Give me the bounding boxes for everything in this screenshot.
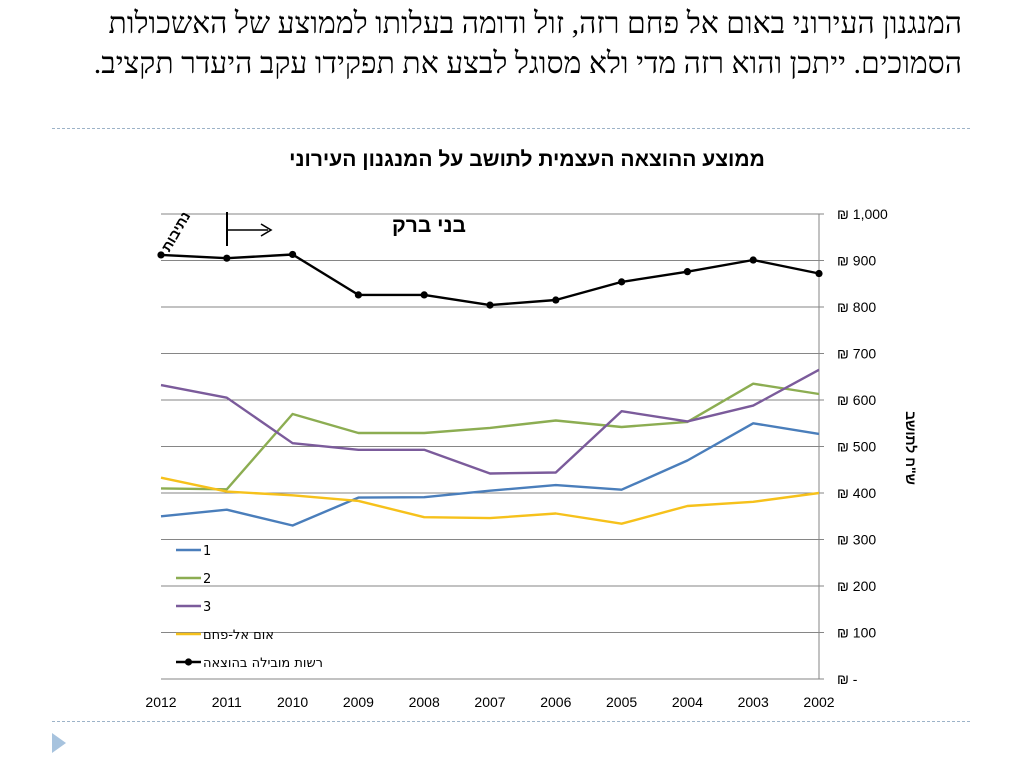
- legend-label: 2: [203, 572, 211, 587]
- series-2: [160, 382, 820, 491]
- next-slide-arrow-icon[interactable]: [52, 733, 66, 753]
- legend-label: 3: [203, 600, 211, 615]
- series-line: [160, 253, 820, 307]
- data-point: [618, 278, 626, 286]
- bottom-divider: [52, 721, 970, 722]
- data-point: [223, 254, 231, 262]
- x-tick-label: 2005: [606, 694, 637, 710]
- series-line: [160, 422, 820, 527]
- legend-label: אום אל-פחם: [203, 628, 274, 643]
- y-tick-label: ₪ 500: [837, 439, 876, 455]
- y-tick-label: ₪ 600: [837, 392, 876, 408]
- series-line: [160, 382, 820, 491]
- netivot-annotation: נתיבות: [158, 209, 193, 254]
- legend-item: אום אל-פחם: [176, 628, 274, 643]
- y-tick-label: ₪ 400: [837, 485, 876, 501]
- y-tick-label: ₪ 100: [837, 625, 876, 641]
- legend-marker: [184, 658, 193, 666]
- line-chart: ממוצע ההוצאה העצמית לתושב על המנגנון העי…: [145, 148, 919, 710]
- data-point: [420, 291, 428, 299]
- x-tick-label: 2006: [540, 694, 571, 710]
- series-5: [157, 250, 823, 309]
- x-tick-label: 2003: [738, 694, 769, 710]
- series-1: [160, 422, 820, 527]
- data-point: [815, 269, 823, 278]
- y-tick-label: ₪ 300: [837, 532, 876, 548]
- legend-item: 1: [176, 544, 211, 559]
- series-line: [160, 368, 820, 475]
- y-axis-title: ש"ח לתושב: [903, 411, 919, 485]
- bnei-brak-annotation: בני ברק: [226, 212, 466, 246]
- series-lines: [157, 250, 823, 527]
- x-tick-label: 2011: [212, 694, 242, 710]
- data-point: [683, 268, 692, 276]
- data-point: [486, 301, 494, 309]
- legend-item: 3: [176, 600, 211, 615]
- x-tick-label: 2007: [474, 694, 505, 710]
- bnei-brak-label: בני ברק: [392, 214, 466, 237]
- y-tick-label: ₪ 1,000: [837, 206, 888, 222]
- data-point: [157, 251, 165, 259]
- chart-legend: 1 2 3 אום אל-פחם רשות מובילה בהוצאה: [176, 544, 323, 671]
- y-tick-label: ₪ 900: [837, 253, 876, 269]
- series-line: [160, 476, 820, 525]
- chart-title: ממוצע ההוצאה העצמית לתושב על המנגנון העי…: [289, 148, 765, 171]
- legend-item: רשות מובילה בהוצאה: [176, 656, 323, 671]
- data-point: [749, 256, 757, 264]
- top-divider: [52, 128, 970, 129]
- y-tick-label: ₪ 200: [837, 578, 876, 594]
- x-tick-label: 2002: [803, 694, 834, 710]
- legend-label: רשות מובילה בהוצאה: [203, 656, 323, 671]
- legend-item: 2: [176, 572, 211, 587]
- slide-body-text: המנגנון העירוני באום אל פחם רזה, זול ודו…: [93, 7, 962, 80]
- data-point: [354, 291, 362, 299]
- y-tick-label: ₪ 700: [837, 346, 876, 362]
- x-tick-labels: 2012 2011 2010 2009 2008 2007 2006 2005 2004 2003…: [145, 694, 834, 710]
- netivot-label: נתיבות: [158, 209, 193, 254]
- x-tick-label: 2009: [343, 694, 374, 710]
- y-tick-label: ₪ 800: [837, 299, 876, 315]
- data-point: [552, 296, 560, 304]
- chart-grid: [161, 213, 824, 680]
- series-4: [160, 476, 820, 525]
- data-point: [289, 250, 297, 259]
- legend-label: 1: [203, 544, 211, 559]
- arrow-head-icon: [260, 223, 273, 237]
- x-tick-label: 2012: [145, 694, 176, 710]
- series-3: [160, 368, 820, 475]
- y-tick-labels: ₪ - ₪ 100 ₪ 200 ₪ 300 ₪ 400 ₪ 500 ₪ 600 ₪ 700 ₪ …: [837, 206, 888, 687]
- x-tick-label: 2004: [672, 694, 703, 710]
- x-tick-label: 2010: [277, 694, 308, 710]
- x-tick-label: 2008: [409, 694, 440, 710]
- y-tick-label: ₪ -: [837, 671, 858, 687]
